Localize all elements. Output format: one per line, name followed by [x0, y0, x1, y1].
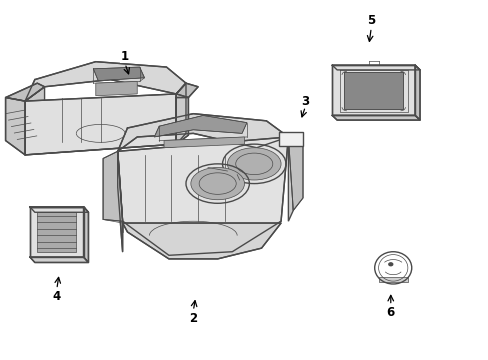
Text: 3: 3	[301, 95, 309, 108]
Polygon shape	[378, 277, 407, 282]
Polygon shape	[25, 94, 176, 155]
Polygon shape	[344, 72, 402, 109]
Polygon shape	[30, 207, 83, 257]
Polygon shape	[118, 114, 288, 151]
Polygon shape	[176, 98, 188, 144]
Polygon shape	[414, 65, 419, 120]
Ellipse shape	[227, 148, 281, 180]
Polygon shape	[103, 151, 122, 221]
Polygon shape	[37, 212, 76, 252]
Bar	[278, 132, 303, 146]
Polygon shape	[288, 137, 293, 221]
Text: 5: 5	[366, 14, 375, 27]
Text: 6: 6	[386, 306, 394, 319]
Polygon shape	[96, 81, 137, 96]
Polygon shape	[93, 67, 144, 81]
Polygon shape	[118, 151, 122, 252]
Polygon shape	[331, 65, 419, 70]
Circle shape	[388, 263, 392, 266]
Polygon shape	[5, 83, 44, 101]
Text: 4: 4	[53, 290, 61, 303]
Text: 2: 2	[189, 311, 197, 325]
Polygon shape	[122, 223, 281, 259]
Polygon shape	[163, 137, 244, 148]
Polygon shape	[30, 257, 88, 262]
Polygon shape	[176, 83, 198, 98]
Polygon shape	[30, 207, 88, 212]
Polygon shape	[154, 116, 246, 137]
Polygon shape	[118, 137, 288, 255]
Polygon shape	[331, 65, 414, 116]
Polygon shape	[331, 116, 419, 120]
Text: 1: 1	[121, 50, 129, 63]
Polygon shape	[176, 83, 185, 144]
Polygon shape	[288, 137, 303, 211]
Polygon shape	[5, 98, 25, 155]
Polygon shape	[25, 62, 185, 101]
Polygon shape	[25, 87, 44, 155]
Polygon shape	[83, 207, 88, 262]
Ellipse shape	[190, 167, 244, 200]
